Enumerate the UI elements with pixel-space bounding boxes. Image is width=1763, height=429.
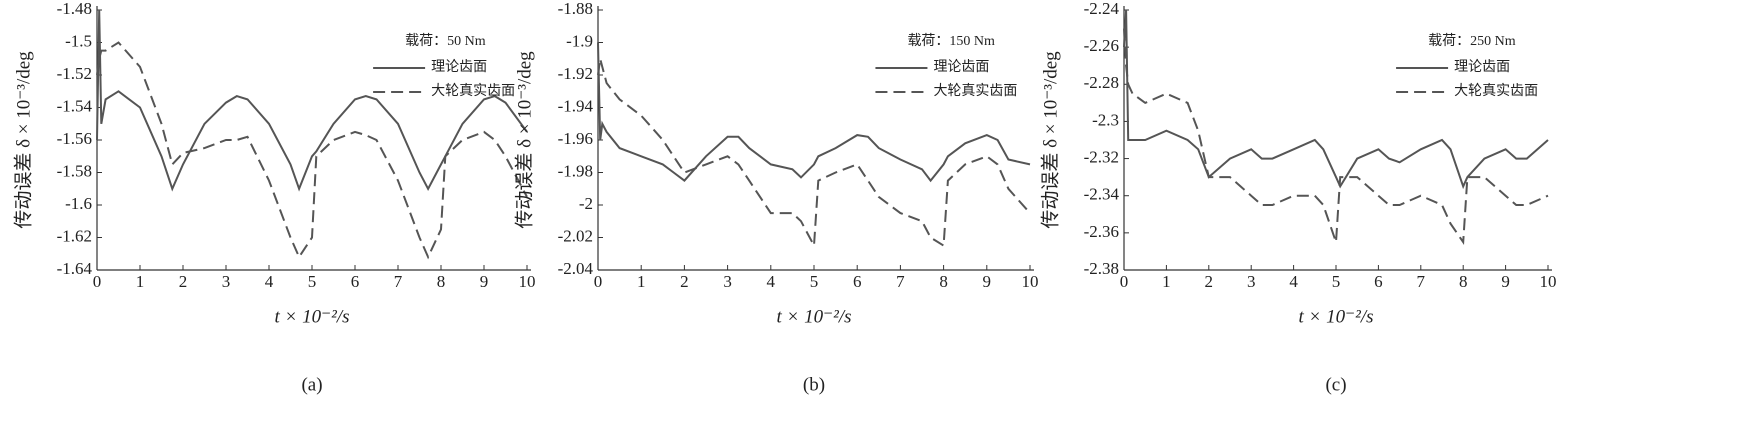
x-tick-label: 8 [437,272,446,291]
legend-title: 载荷：50 Nm [405,33,486,49]
y-axis-title: 传动误差 δ × 10⁻³/deg [513,51,535,229]
x-tick-label: 4 [1289,272,1298,291]
x-tick-label: 6 [853,272,862,291]
x-tick-label: 7 [896,272,905,291]
legend-label: 理论齿面 [431,59,487,75]
x-tick-label: 9 [983,272,992,291]
x-axis-title: t × 10⁻²/s [275,306,350,327]
x-tick-label: 6 [1374,272,1383,291]
y-tick-label: -1.9 [566,31,593,50]
legend-label: 理论齿面 [1454,59,1510,75]
y-tick-label: -2.02 [558,226,593,245]
y-tick-label: -2.32 [1084,147,1119,166]
legend-label: 理论齿面 [933,59,989,75]
x-tick-label: 0 [594,272,603,291]
y-tick-label: -1.48 [57,0,92,18]
x-tick-label: 1 [1162,272,1171,291]
y-tick-label: -1.52 [57,64,92,83]
y-tick-label: -2.24 [1084,0,1120,18]
x-tick-label: 7 [394,272,403,291]
series-line [1123,28,1549,246]
legend-title: 载荷：250 Nm [1428,33,1516,49]
x-tick-label: 8 [939,272,948,291]
series-line [96,41,528,260]
x-tick-label: 5 [1332,272,1341,291]
legend-title: 载荷：150 Nm [907,33,995,49]
y-tick-label: -1.98 [558,161,593,180]
y-tick-label: -1.94 [558,96,594,115]
x-tick-label: 6 [351,272,360,291]
y-tick-label: -2.28 [1084,73,1119,92]
x-tick-label: 5 [308,272,317,291]
x-tick-label: 3 [222,272,231,291]
x-tick-label: 7 [1417,272,1426,291]
y-tick-label: -1.96 [558,129,593,148]
y-tick-label: -1.64 [57,259,93,278]
y-tick-label: -1.58 [57,161,92,180]
legend-label: 大轮真实齿面 [431,83,515,99]
x-tick-label: 5 [810,272,819,291]
x-tick-label: 2 [680,272,689,291]
caption: (c) [1325,374,1346,395]
y-tick-label: -1.6 [65,194,92,213]
x-tick-label: 10 [1540,272,1557,291]
x-axis-title: t × 10⁻²/s [777,306,852,327]
y-tick-label: -2.04 [558,259,594,278]
x-tick-label: 0 [1120,272,1129,291]
x-tick-label: 8 [1459,272,1468,291]
legend-label: 大轮真实齿面 [933,83,1017,99]
x-tick-label: 3 [1247,272,1256,291]
x-tick-label: 4 [767,272,776,291]
x-tick-label: 1 [637,272,646,291]
caption: (b) [803,374,825,395]
x-tick-label: 3 [723,272,732,291]
x-tick-label: 0 [93,272,102,291]
y-tick-label: -1.56 [57,129,92,148]
y-tick-label: -2 [579,194,593,213]
series-line [597,42,1031,183]
y-tick-label: -2.34 [1084,185,1120,204]
y-tick-label: -2.3 [1092,110,1119,129]
y-tick-label: -2.26 [1084,36,1119,55]
x-tick-label: 2 [1205,272,1214,291]
x-tick-label: 2 [179,272,188,291]
y-tick-label: -1.92 [558,64,593,83]
x-tick-label: 4 [265,272,274,291]
y-tick-label: -1.5 [65,31,92,50]
y-tick-label: -2.38 [1084,259,1119,278]
x-tick-label: 10 [519,272,536,291]
x-tick-label: 10 [1022,272,1039,291]
x-tick-label: 1 [136,272,145,291]
caption: (a) [301,374,322,395]
y-axis-title: 传动误差 δ × 10⁻³/deg [1039,51,1061,229]
y-axis-title: 传动误差 δ × 10⁻³/deg [12,51,34,229]
series-line [1123,9,1549,190]
x-axis-title: t × 10⁻²/s [1299,306,1374,327]
legend-label: 大轮真实齿面 [1454,83,1538,99]
x-tick-label: 9 [480,272,489,291]
series-line [597,58,1031,250]
x-tick-label: 9 [1501,272,1510,291]
y-tick-label: -1.62 [57,226,92,245]
y-tick-label: -2.36 [1084,222,1119,241]
y-tick-label: -1.54 [57,96,93,115]
y-tick-label: -1.88 [558,0,593,18]
